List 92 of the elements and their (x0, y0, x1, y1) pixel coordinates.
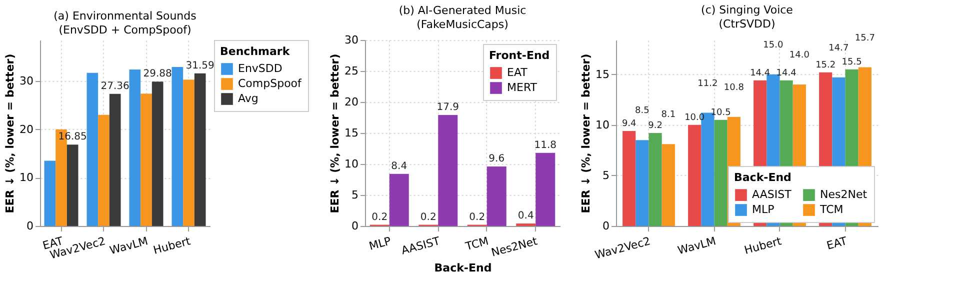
data-label: 10.5 (710, 108, 731, 118)
data-label: 14.0 (789, 50, 810, 60)
bar (98, 114, 110, 226)
bar (662, 144, 675, 226)
data-label: 15.0 (763, 40, 784, 50)
y-tick-label: 0 (602, 220, 610, 232)
x-axis-title: Back-End (434, 261, 492, 274)
legend-label: Nes2Net (820, 188, 868, 202)
data-label: 9.6 (488, 153, 505, 164)
data-label: 17.9 (436, 102, 460, 114)
y-tick-label: 15 (596, 68, 610, 81)
bar (152, 82, 164, 226)
legend-title: Benchmark (220, 45, 290, 58)
legend-title: Front-End (489, 49, 550, 62)
x-tick-label: WavLM (676, 234, 718, 258)
y-tick-label: 20 (20, 122, 34, 136)
x-tick-label: AASIST (400, 234, 442, 258)
y-tick-label: 10 (20, 171, 34, 184)
y-tick-label: 30 (344, 34, 358, 46)
legend-label: EnvSDD (238, 62, 282, 75)
data-label: 15.5 (842, 57, 862, 68)
x-tick-label: Hubert (742, 234, 784, 257)
data-label: 15.7 (854, 33, 875, 44)
bar (183, 80, 194, 226)
data-label: 11.8 (534, 140, 557, 151)
bar (536, 152, 556, 226)
y-axis-title: EER ↓ (%, lower = better) (580, 54, 593, 214)
legend-label: MERT (507, 81, 538, 94)
chart-subtitle: (CtrSVDD) (718, 17, 776, 30)
x-tick-label: EAT (825, 234, 849, 252)
bar (438, 115, 458, 226)
y-tick-label: 0 (26, 220, 34, 232)
data-label: 14.4 (750, 68, 770, 78)
bar (648, 133, 662, 226)
data-label: 8.4 (391, 160, 408, 172)
bar (86, 72, 98, 226)
data-label: 0.4 (518, 210, 534, 222)
data-label: 9.2 (648, 121, 662, 131)
data-label: 29.88 (143, 68, 172, 80)
data-label: 31.59 (186, 60, 214, 72)
y-tick-label: 10 (596, 118, 610, 132)
legend-label: EAT (507, 66, 528, 79)
bar (129, 69, 141, 226)
chart-title: (a) Environmental Sounds (54, 10, 197, 22)
data-label: 27.36 (100, 80, 130, 92)
legend-label: CompSpoof (238, 77, 303, 90)
bar (140, 94, 152, 226)
data-label: 0.2 (420, 212, 436, 223)
y-tick-label: 10 (344, 158, 358, 170)
bar (109, 94, 121, 226)
y-axis-title: EER ↓ (%, lower = better) (328, 54, 342, 214)
legend-label: MLP (752, 203, 775, 216)
bar (688, 124, 702, 226)
x-tick-label: Hubert (152, 234, 193, 257)
data-label: 8.5 (635, 106, 650, 116)
data-label: 0.2 (469, 212, 486, 223)
data-label: 14.7 (828, 43, 849, 54)
legend-label: Avg (238, 92, 258, 105)
x-tick-label: MLP (368, 234, 393, 253)
data-label: 0.2 (372, 212, 388, 223)
data-label: 10.8 (724, 82, 744, 93)
y-tick-label: 0 (352, 220, 358, 232)
data-label: 8.1 (661, 110, 676, 120)
y-tick-label: 5 (602, 168, 610, 182)
chart-title: (c) Singing Voice (701, 3, 794, 16)
chart-subtitle: (EnvSDD + CompSpoof) (58, 24, 192, 36)
data-label: 9.4 (622, 118, 637, 129)
y-tick-label: 25 (344, 64, 358, 78)
legend-label: TCM (819, 203, 844, 216)
data-label: 11.2 (698, 78, 718, 89)
bar (389, 174, 409, 226)
x-tick-label: WavLM (108, 234, 150, 258)
bar (636, 140, 649, 226)
y-axis-title: EER ↓ (%, lower = better) (4, 54, 17, 214)
bar (194, 73, 206, 226)
chart-title: (b) AI-Generated Music (398, 4, 526, 17)
x-tick-label: TCM (463, 234, 490, 254)
legend-title: Back-End (734, 171, 792, 184)
bar (486, 166, 506, 226)
bar (66, 144, 78, 226)
chart-subtitle: (FakeMusicCaps) (416, 18, 508, 31)
bar (172, 67, 184, 226)
bar (622, 130, 636, 226)
bar (44, 160, 56, 226)
data-label: 14.4 (776, 68, 797, 78)
y-tick-label: 5 (352, 188, 358, 202)
y-tick-label: 15 (344, 126, 358, 140)
bar (714, 120, 728, 226)
legend-label: AASIST (752, 188, 792, 202)
y-tick-label: 20 (344, 96, 358, 108)
y-tick-label: 30 (20, 74, 34, 88)
data-label: 15.2 (816, 60, 836, 70)
